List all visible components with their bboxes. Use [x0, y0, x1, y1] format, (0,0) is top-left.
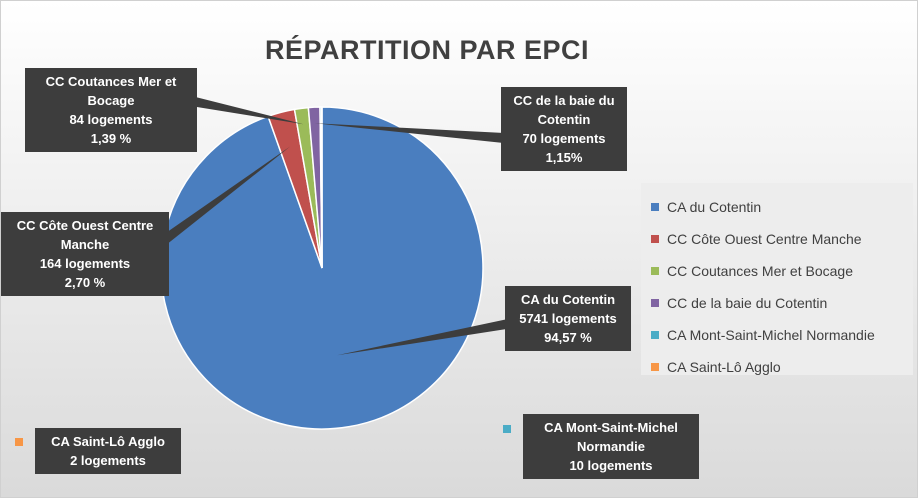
legend: CA du Cotentin CC Côte Ouest Centre Manc… [641, 183, 913, 375]
legend-label: CC Coutances Mer et Bocage [667, 263, 853, 279]
data-label-cotentin-count: 5741 logements [519, 311, 617, 326]
legend-swatch [651, 267, 659, 275]
data-label-baie-percent: 1,15% [545, 150, 583, 165]
data-label-baie-name-1: CC de la baie du [513, 93, 615, 108]
marker-msm [503, 425, 511, 433]
marker-stlo [15, 438, 23, 446]
data-label-stlo: CA Saint-Lô Agglo 2 logements [35, 428, 181, 474]
legend-label: CA du Cotentin [667, 199, 762, 215]
legend-swatch [651, 363, 659, 371]
data-label-cotentin-name: CA du Cotentin [520, 292, 616, 307]
data-label-msm-name-1: CA Mont-Saint-Michel [544, 420, 678, 435]
data-label-coutances-name-1: CC Coutances Mer et [45, 74, 177, 89]
data-label-baie-name-2: Cotentin [537, 112, 591, 127]
data-label-msm-count: 10 logements [569, 458, 653, 473]
data-label-cocm-name-1: CC Côte Ouest Centre [16, 218, 154, 233]
leader-line-cocm [160, 146, 291, 246]
data-label-cotentin: CA du Cotentin 5741 logements 94,57 % [505, 286, 631, 351]
legend-label: CA Saint-Lô Agglo [667, 359, 781, 375]
legend-swatch [651, 299, 659, 307]
data-label-cocm-count: 164 logements [39, 256, 131, 271]
legend-item-msm[interactable]: CA Mont-Saint-Michel Normandie [651, 319, 913, 351]
data-label-cotentin-percent: 94,57 % [544, 330, 592, 345]
legend-item-cotentin[interactable]: CA du Cotentin [651, 191, 913, 223]
data-label-cocm-percent: 2,70 % [64, 275, 106, 290]
legend-swatch [651, 235, 659, 243]
data-label-msm-name-2: Normandie [577, 439, 645, 454]
legend-label: CC de la baie du Cotentin [667, 295, 828, 311]
legend-label: CA Mont-Saint-Michel Normandie [667, 327, 875, 343]
data-label-coutances-name-2: Bocage [87, 93, 135, 108]
chart-title: RÉPARTITION PAR EPCI [264, 35, 590, 65]
legend-swatch [651, 331, 659, 339]
data-label-coutances: CC Coutances Mer et Bocage 84 logements … [25, 68, 197, 152]
data-label-msm: CA Mont-Saint-Michel Normandie 10 logeme… [523, 414, 699, 479]
legend-item-baie[interactable]: CC de la baie du Cotentin [651, 287, 913, 319]
data-label-stlo-name: CA Saint-Lô Agglo [51, 434, 165, 449]
data-label-baie-count: 70 logements [522, 131, 606, 146]
data-label-cocm-name-2: Manche [60, 237, 110, 252]
legend-item-cocm[interactable]: CC Côte Ouest Centre Manche [651, 223, 913, 255]
leader-line-coutances [189, 96, 304, 125]
legend-swatch [651, 203, 659, 211]
data-label-coutances-percent: 1,39 % [90, 131, 132, 146]
data-label-stlo-count: 2 logements [70, 453, 146, 468]
legend-item-stlo[interactable]: CA Saint-Lô Agglo [651, 351, 913, 383]
leader-line-cotentin [337, 318, 514, 356]
leader-line-baie [314, 123, 505, 143]
data-label-cocm: CC Côte Ouest Centre Manche 164 logement… [1, 212, 169, 296]
legend-label: CC Côte Ouest Centre Manche [667, 231, 862, 247]
data-label-baie: CC de la baie du Cotentin 70 logements 1… [501, 87, 627, 171]
data-label-coutances-count: 84 logements [69, 112, 153, 127]
legend-item-coutances[interactable]: CC Coutances Mer et Bocage [651, 255, 913, 287]
